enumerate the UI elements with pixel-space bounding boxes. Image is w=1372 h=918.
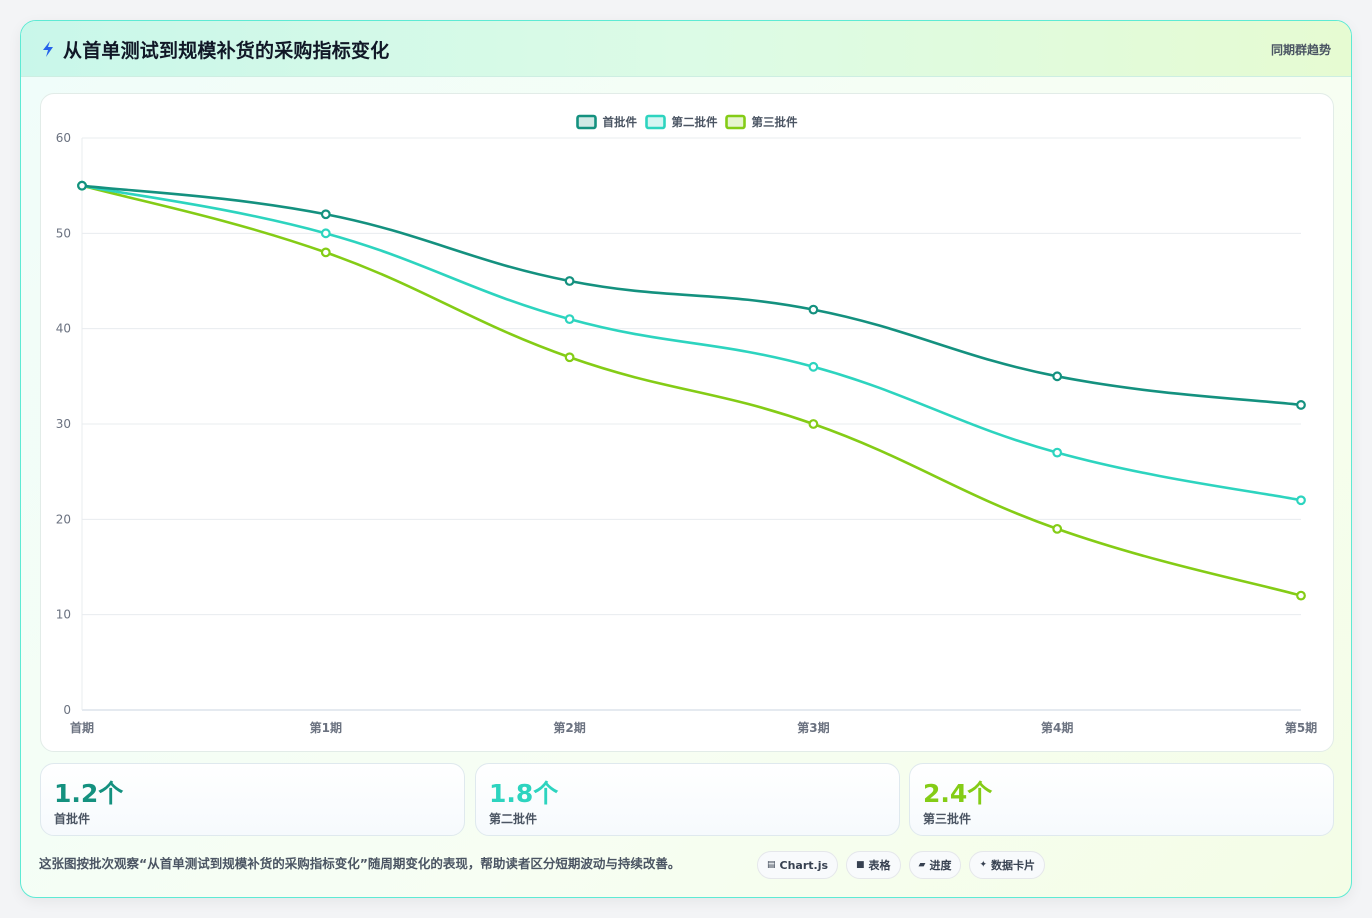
page-title: 从首单测试到规模补货的采购指标变化	[63, 40, 390, 62]
data-point	[808, 361, 819, 372]
y-tick-label: 10	[56, 608, 71, 622]
x-tick-label: 第3期	[797, 720, 829, 735]
stat-label: 首批件	[54, 812, 91, 826]
chart-icon: ▤	[767, 860, 776, 870]
data-point	[808, 304, 819, 315]
stat-value: 2.4个	[923, 779, 993, 808]
data-point	[1052, 523, 1063, 534]
stat-card-first: 1.2个 首批件	[40, 763, 465, 836]
series-line	[81, 184, 1302, 597]
y-tick-label: 0	[63, 703, 71, 717]
data-point	[1296, 495, 1306, 506]
line-chart: 0 10 20 30 40 50 60 首期 第1期 第2期 第3期 第4期 第5期 首批件 第二批件 第三批…	[56, 114, 1317, 735]
pill-label: 表格	[868, 859, 891, 872]
series-line	[81, 184, 1302, 502]
legend-label: 首批件	[603, 115, 638, 129]
sparkle-icon: ✦	[979, 860, 988, 870]
stat-value: 1.8个	[489, 779, 559, 808]
data-point	[77, 180, 87, 191]
legend-swatch	[576, 114, 597, 130]
pill-label: Chart.js	[779, 858, 829, 872]
stat-card-third: 2.4个 第三批件	[909, 763, 1334, 836]
legend-label: 第三批件	[752, 115, 798, 129]
legend-swatch	[645, 114, 666, 130]
feature-pills: ▤ Chart.js ■ 表格 ▰ 进度 ✦ 数据卡片	[757, 851, 1046, 879]
y-tick-label: 30	[56, 417, 71, 431]
chart-card: 从首单测试到规模补货的采购指标变化 同期群趋势 0 10 20 30 40 50 60 首期第…	[20, 20, 1352, 898]
data-point	[564, 352, 575, 363]
y-tick-label: 60	[56, 131, 71, 145]
x-tick-label: 第4期	[1041, 720, 1073, 735]
data-point	[564, 314, 575, 325]
data-point	[320, 209, 331, 220]
legend-label: 第二批件	[672, 115, 718, 129]
data-point	[1052, 447, 1063, 458]
pill-progress[interactable]: ▰ 进度	[908, 851, 962, 879]
chart-note: 这张图按批次观察“从首单测试到规模补货的采购指标变化”随周期变化的表现，帮助读者…	[39, 856, 681, 871]
data-point	[320, 247, 331, 258]
data-point	[320, 228, 331, 239]
x-tick-label: 第1期	[310, 720, 342, 735]
stat-card-second: 1.8个 第二批件	[475, 763, 900, 836]
pill-label: 数据卡片	[991, 859, 1036, 872]
stat-value: 1.2个	[54, 779, 124, 808]
y-tick-label: 20	[56, 512, 71, 526]
data-point	[1296, 400, 1306, 410]
x-tick-label: 首期	[70, 720, 94, 735]
trend-tag: 同期群趋势	[1270, 43, 1331, 57]
series-line	[81, 184, 1302, 407]
y-tick-label: 40	[56, 322, 71, 336]
pill-data-card[interactable]: ✦ 数据卡片	[969, 851, 1046, 879]
stat-label: 第二批件	[489, 812, 538, 826]
stat-label: 第三批件	[923, 812, 972, 826]
pill-chartjs[interactable]: ▤ Chart.js	[757, 851, 839, 879]
x-tick-label: 第2期	[553, 720, 585, 735]
data-point	[564, 276, 575, 286]
lightning-icon	[43, 41, 53, 57]
data-point	[1052, 371, 1063, 382]
data-point	[1296, 590, 1306, 601]
x-tick-label: 第5期	[1285, 720, 1317, 735]
data-point	[808, 419, 819, 429]
progress-icon: ▰	[918, 860, 926, 870]
table-icon: ■	[856, 860, 865, 870]
chart-panel: 0 10 20 30 40 50 60 首期 第1期 第2期 第3期 第4期 第5期 首批件 第二批件 第三批…	[40, 93, 1334, 752]
pill-table[interactable]: ■ 表格	[846, 851, 901, 879]
card-header: 从首单测试到规模补货的采购指标变化 同期群趋势	[21, 21, 1351, 77]
pill-label: 进度	[929, 859, 952, 872]
y-tick-label: 50	[56, 226, 71, 240]
legend-swatch	[725, 114, 746, 130]
